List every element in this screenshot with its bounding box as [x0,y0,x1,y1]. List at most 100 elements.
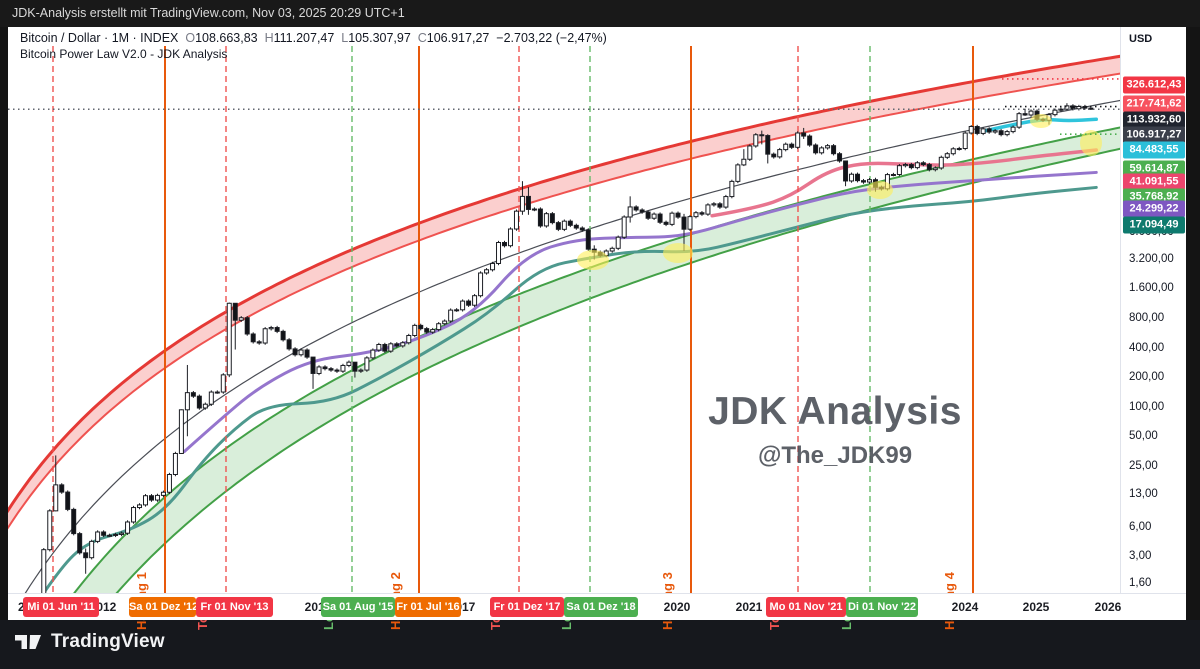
tradingview-logo[interactable]: TradingView [14,631,165,653]
date-badge[interactable]: Fr 01 Dez '17 [490,597,564,617]
candle-body [95,531,101,542]
date-badge[interactable]: Mi 01 Jun '11 [23,597,99,617]
candle-body [807,135,813,146]
candle-body [364,357,370,371]
price-scale[interactable]: USD 6.000,003.200,001.600,00800,00400,00… [1120,27,1186,620]
low-label: L [341,31,349,45]
candle-body [555,222,561,230]
candle-body [938,156,944,169]
candle-body [460,300,466,311]
price-label: 17.094,49 [1123,216,1185,234]
candle-body [436,323,442,331]
change-value: −2.703,22 (−2,47%) [496,31,607,45]
date-badge[interactable]: Sa 01 Aug '15 [321,597,395,617]
candle-body [352,361,358,372]
date-badge[interactable]: Sa 01 Dez '12 [129,597,196,617]
export-caption: JDK-Analysis erstellt mit TradingView.co… [0,0,1200,27]
date-badge[interactable]: Mo 01 Nov '21 [766,597,846,617]
candle-body [190,392,196,397]
candle-body [657,213,663,223]
candle-body [310,356,316,374]
candle-body [801,132,807,137]
candle-body [908,164,914,169]
price-label: 217.741,62 [1123,95,1185,113]
candle-body [932,167,938,171]
year-label: 2021 [735,600,763,614]
highlight-ellipse [1080,130,1102,156]
candle-body [502,241,508,247]
candle-body [627,206,633,218]
candle-body [795,132,801,148]
candle-body [753,134,759,147]
price-label: 84.483,55 [1123,141,1185,159]
indicator-row[interactable]: Bitcoin Power Law V2.0 - JDK Analysis [20,47,607,61]
candle-body [699,212,705,215]
date-badge[interactable]: Di 01 Nov '22 [846,597,918,617]
candle-body [573,224,579,229]
candle-body [1016,113,1022,128]
open-label: O [185,31,196,45]
candle-body [723,196,729,208]
candle-body [771,153,777,158]
candle-body [639,209,645,213]
candle-body [950,148,956,155]
candle-body [202,403,208,409]
candle-body [567,220,573,226]
close-label: C [417,31,427,45]
price-tick: 200,00 [1129,371,1165,384]
candle-body [537,208,543,227]
candle-body [687,216,693,230]
candle-body [759,134,765,137]
indicator-title: Bitcoin Power Law V2.0 - JDK Analysis [20,47,228,61]
candle-body [561,220,567,230]
candle-body [328,368,334,371]
price-tick: 100,00 [1129,400,1165,413]
candle-body [172,452,178,475]
symbol-title: Bitcoin / Dollar · 1M · INDEX [20,31,179,45]
symbol-row[interactable]: Bitcoin / Dollar · 1M · INDEX O108.663,8… [20,31,607,45]
price-label: 59.614,87 [1123,160,1185,178]
candle-body [268,327,274,330]
candle-body [992,130,998,133]
candle-body [101,531,107,536]
tradingview-logo-text: TradingView [51,631,165,652]
candle-body [663,221,669,225]
candle-body [382,343,388,352]
candle-body [998,130,1004,136]
candle-body [346,361,352,366]
candle-body [430,329,436,333]
candle-body [322,366,328,370]
date-badge[interactable]: Fr 01 Nov '13 [196,597,273,617]
date-badge[interactable]: Fr 01 Jul '16 [395,597,461,617]
candle-body [412,324,418,336]
tradingview-logo-icon [15,635,41,649]
candle-body [747,145,753,160]
chart-plot-area[interactable] [8,27,1120,593]
price-tick: 50,00 [1129,430,1158,443]
candle-body [484,269,490,274]
candle-body [83,552,89,559]
candle-body [944,153,950,158]
candle-body [962,132,968,150]
candle-body [519,195,525,212]
time-scale[interactable]: 2011201220132014201520162017201820192020… [8,593,1186,620]
highlight-ellipse [1030,114,1052,128]
candle-body [65,491,71,510]
date-badge[interactable]: Sa 01 Dez '18 [564,597,638,617]
candle-body [729,180,735,198]
candle-body [789,143,795,148]
price-tick: 1.600,00 [1129,282,1174,295]
currency-label: USD [1129,33,1153,45]
price-tick: 13,00 [1129,487,1158,500]
candle-body [143,495,149,506]
price-label: 24.299,22 [1123,200,1185,218]
candle-body [513,210,519,230]
watermark-title: JDK Analysis [708,390,962,433]
candle-body [304,349,310,358]
candle-body [370,349,376,359]
highlight-ellipse [663,243,693,263]
price-label: 41.091,55 [1123,173,1185,191]
candle-body [220,374,226,393]
candle-body [549,213,555,224]
year-label: 2025 [1022,600,1050,614]
